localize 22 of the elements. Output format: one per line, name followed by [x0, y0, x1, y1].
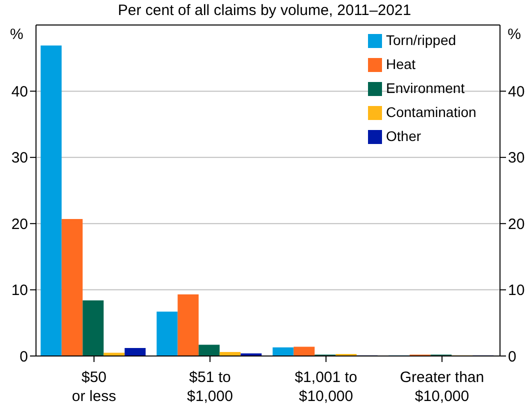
x-tick-label: $51 to $1,000 [187, 369, 233, 405]
legend-label: Torn/ripped [386, 32, 456, 48]
legend-label: Other [386, 128, 422, 144]
y2-tick-label: 0 [508, 348, 516, 366]
x-tick-label: $1,001 to $10,000 [294, 369, 358, 405]
y-tick-label: 40 [11, 84, 28, 101]
y-tick-label: 0 [20, 348, 28, 366]
x-tick-label: Greater than $10,000 [400, 369, 484, 405]
y2-tick-label: 30 [508, 150, 525, 167]
x-tick-label: $50 or less [72, 369, 116, 405]
y-axis-title: % [10, 26, 24, 43]
y2-tick-label: 10 [508, 282, 525, 300]
y2-tick-label: 20 [508, 216, 525, 233]
chart-title: Per cent of all claims by volume, 2011–2021 [116, 2, 412, 19]
y2-tick-label: 40 [508, 84, 525, 101]
y-tick-label: 30 [11, 150, 28, 167]
legend-label: Environment [386, 80, 465, 96]
legend-label: Heat [386, 56, 416, 72]
y2-axis-title: % [508, 26, 521, 43]
y-tick-label: 10 [11, 282, 28, 300]
legend-label: Contamination [386, 104, 476, 120]
y-tick-label: 20 [11, 216, 28, 233]
